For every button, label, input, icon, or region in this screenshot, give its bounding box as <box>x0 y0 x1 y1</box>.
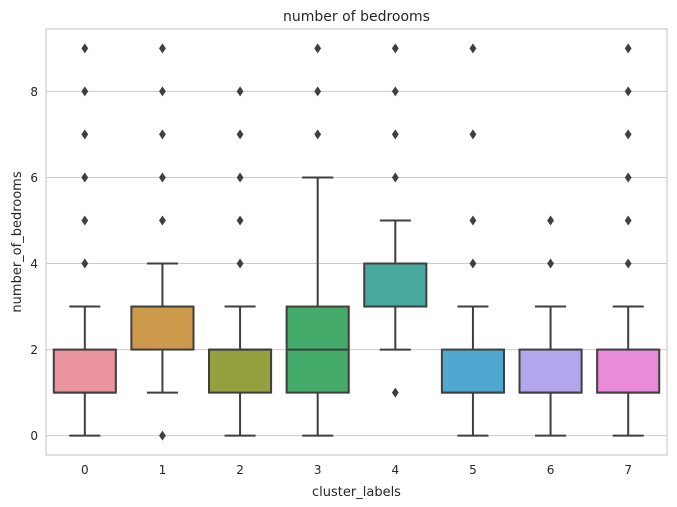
x-tick-label: 7 <box>624 463 632 477</box>
outlier-marker <box>236 215 244 226</box>
box-group-6 <box>518 215 583 437</box>
outlier-marker <box>624 215 632 226</box>
outlier-marker <box>159 86 166 97</box>
x-tick-label: 5 <box>469 463 477 477</box>
outlier-marker <box>159 43 166 54</box>
outlier-marker <box>469 215 477 226</box>
outlier-marker <box>624 86 632 97</box>
box-group-3 <box>285 43 350 437</box>
iqr-box <box>440 348 505 394</box>
y-axis-label: number_of_bedrooms <box>10 171 25 312</box>
outlier-marker <box>81 43 89 54</box>
y-tick-label: 6 <box>30 171 38 185</box>
box-plot-series <box>52 43 661 441</box>
x-tick-labels: 0 1 2 3 4 5 6 7 <box>81 463 632 477</box>
y-tick-label: 4 <box>30 257 38 271</box>
outlier-marker <box>236 172 244 183</box>
outlier-marker <box>391 172 399 183</box>
iqr-box <box>52 348 117 394</box>
box-group-2 <box>208 86 273 437</box>
y-tick-labels: 0 2 4 6 8 <box>30 85 38 443</box>
outlier-marker <box>624 43 632 54</box>
outlier-marker <box>624 258 632 269</box>
y-tick-label: 0 <box>30 429 38 443</box>
outlier-marker <box>81 215 89 226</box>
outlier-marker <box>159 430 166 441</box>
outlier-marker <box>624 129 632 140</box>
x-tick-label: 6 <box>547 463 555 477</box>
outlier-marker <box>236 86 244 97</box>
outlier-marker <box>469 129 477 140</box>
outlier-marker <box>547 258 554 269</box>
outlier-marker <box>314 129 322 140</box>
outlier-marker <box>391 387 399 398</box>
outlier-marker <box>314 86 322 97</box>
outlier-marker <box>391 129 399 140</box>
outlier-marker <box>469 258 477 269</box>
iqr-box <box>518 348 583 394</box>
outlier-marker <box>236 258 244 269</box>
outlier-marker <box>81 172 89 183</box>
x-axis-label: cluster_labels <box>312 485 401 500</box>
box-group-4 <box>363 43 428 398</box>
y-tick-label: 2 <box>30 343 38 357</box>
x-tick-label: 4 <box>391 463 399 477</box>
box-group-1 <box>130 43 195 441</box>
chart-title: number of bedrooms <box>283 9 430 25</box>
plot-area-frame <box>45 28 668 456</box>
outlier-marker <box>624 172 632 183</box>
outlier-marker <box>314 43 322 54</box>
box-group-0 <box>52 43 117 437</box>
iqr-box <box>208 348 273 394</box>
outlier-marker <box>159 215 166 226</box>
outlier-marker <box>469 43 477 54</box>
iqr-box <box>363 262 428 308</box>
x-tick-label: 0 <box>81 463 89 477</box>
outlier-marker <box>159 172 166 183</box>
x-tick-label: 2 <box>236 463 244 477</box>
x-tick-label: 1 <box>159 463 167 477</box>
box-group-7 <box>596 43 661 437</box>
outlier-marker <box>159 129 166 140</box>
iqr-box <box>130 305 195 351</box>
y-tick-label: 8 <box>30 85 38 99</box>
x-tick-label: 3 <box>314 463 322 477</box>
iqr-box <box>596 348 661 394</box>
outlier-marker <box>81 258 89 269</box>
outlier-marker <box>81 86 89 97</box>
box-group-5 <box>440 43 505 437</box>
outlier-marker <box>81 129 89 140</box>
outlier-marker <box>236 129 244 140</box>
outlier-marker <box>391 86 399 97</box>
outlier-marker <box>391 43 399 54</box>
outlier-marker <box>547 215 554 226</box>
